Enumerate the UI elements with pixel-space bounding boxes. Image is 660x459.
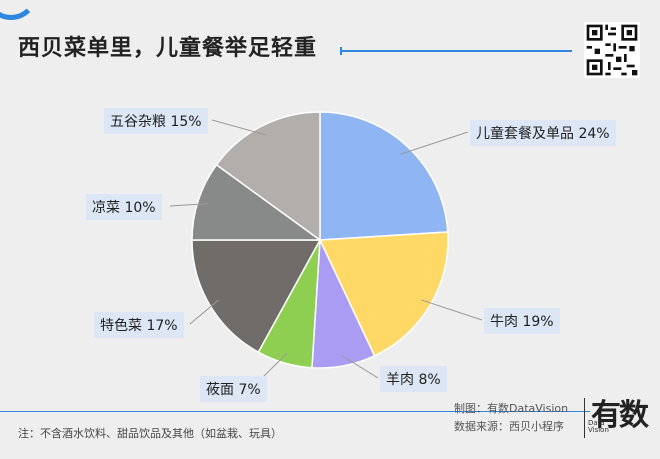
leader-line	[211, 119, 267, 136]
slice-label: 儿童套餐及单品 24%	[470, 120, 616, 146]
credits: 制图：有数DataVision 数据来源：西贝小程序	[454, 400, 568, 436]
pie-slice	[318, 231, 449, 357]
footer-rule	[0, 411, 590, 412]
page-title: 西贝菜单里，儿童餐举足轻重	[18, 36, 318, 61]
qr-code-icon	[584, 22, 640, 78]
footnote: 注：不含酒水饮料、甜品饮品及其他（如盆栽、玩具）	[18, 427, 282, 440]
pie-slice	[215, 111, 321, 242]
brand-logo-sub-line2: Vision	[588, 426, 609, 434]
pie-slice	[319, 111, 449, 241]
title-rule	[340, 50, 572, 52]
pie-slice	[191, 239, 322, 354]
brand-logo-sub: Data Vision	[588, 420, 609, 434]
brand-logo-sub-line1: Data	[588, 419, 605, 427]
slice-label: 凉菜 10%	[86, 194, 162, 220]
brand-logo: 有数	[591, 398, 649, 433]
pie-slice	[191, 163, 323, 241]
leader-line	[421, 299, 483, 321]
leader-line	[341, 355, 379, 379]
leader-line	[400, 131, 469, 155]
credit-source: 数据来源：西贝小程序	[454, 420, 564, 433]
slice-label: 牛肉 19%	[484, 308, 560, 334]
slice-label: 特色菜 17%	[94, 312, 184, 338]
title-rule-cap	[340, 47, 342, 55]
leader-line	[169, 203, 209, 207]
logo-divider	[584, 398, 585, 438]
leader-line	[189, 299, 219, 325]
corner-decoration	[0, 0, 38, 20]
slice-label: 莜面 7%	[200, 376, 267, 402]
slice-label: 羊肉 8%	[380, 366, 447, 392]
credit-maker: 制图：有数DataVision	[454, 402, 569, 415]
slice-label: 五谷杂粮 15%	[104, 108, 208, 134]
